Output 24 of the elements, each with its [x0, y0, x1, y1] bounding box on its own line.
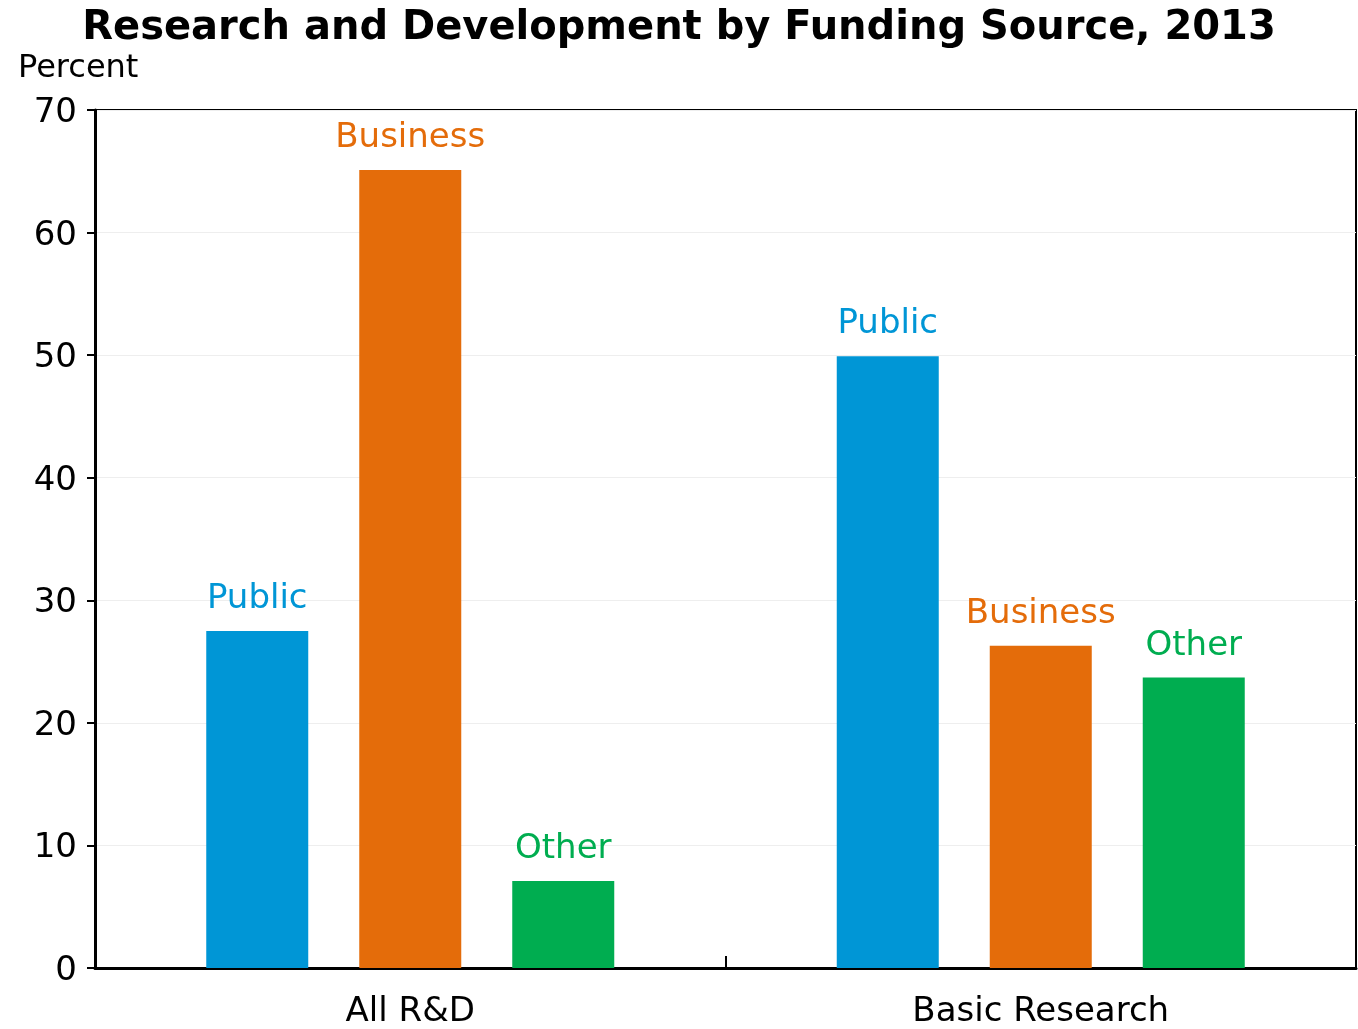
bar: [989, 645, 1092, 968]
y-tick-label: 20: [33, 702, 77, 743]
series-label: Other: [514, 825, 612, 866]
bar: [359, 170, 462, 968]
bar: [206, 630, 309, 968]
series-label: Public: [206, 575, 308, 616]
y-tick-label: 30: [33, 580, 77, 621]
bar: [1142, 677, 1245, 968]
chart-title: Research and Development by Funding Source, 2013: [82, 2, 1276, 48]
x-tick-label: All R&D: [345, 989, 475, 1029]
y-axis-title: Percent: [18, 47, 139, 85]
y-tick-label: 40: [33, 457, 77, 498]
bar: [836, 356, 939, 968]
x-tick-label: Basic Research: [912, 989, 1170, 1029]
y-tick-label: 10: [33, 825, 77, 866]
text: Business: [965, 590, 1116, 631]
y-tick-label: 70: [33, 90, 77, 130]
y-tick-label: 0: [55, 948, 77, 988]
series-label: Business: [335, 115, 486, 156]
y-tick-label: 50: [33, 335, 77, 376]
y-tick-label: 60: [33, 212, 77, 253]
bar: [512, 880, 615, 968]
text: Other: [1145, 622, 1243, 663]
text: Public: [837, 301, 939, 342]
